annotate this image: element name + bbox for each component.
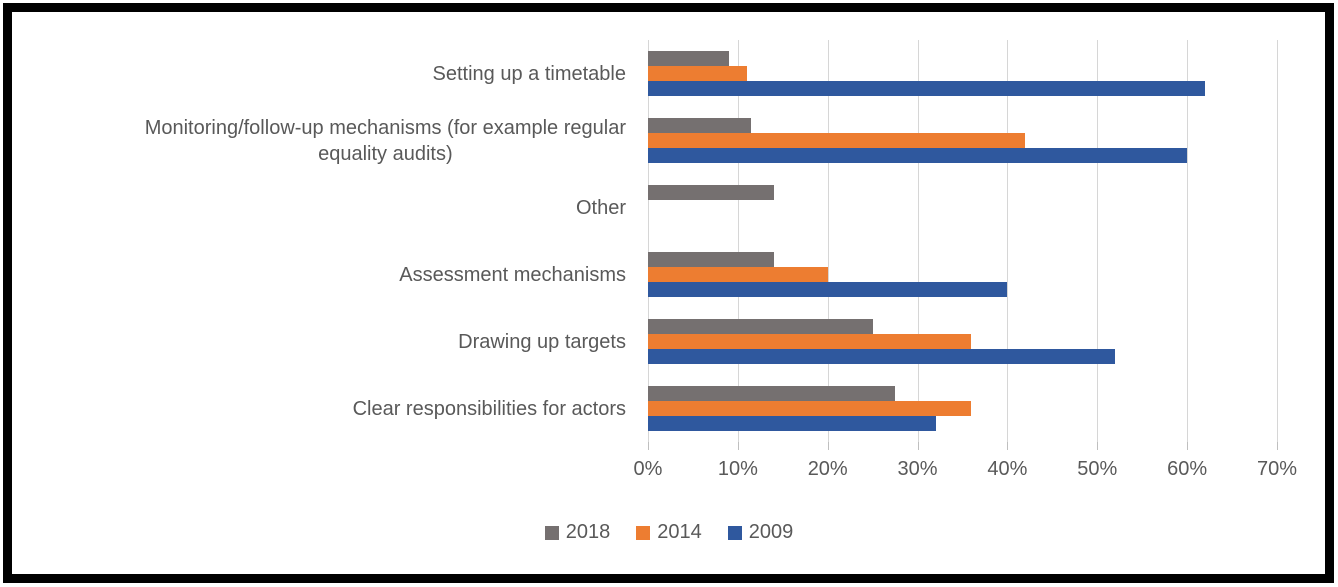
x-tick-mark <box>1097 442 1099 450</box>
category-label-row: Setting up a timetable <box>14 40 626 107</box>
x-tick-label: 10% <box>717 458 758 480</box>
category-label: Monitoring/follow-up mechanisms (for exa… <box>144 116 626 165</box>
x-axis: 0% 10% 20% 30% 40% 50% 60% 70% <box>634 442 1297 492</box>
x-tick-label: 40% <box>987 458 1028 480</box>
gridline <box>1277 40 1278 442</box>
legend-label: 2014 <box>657 521 702 543</box>
bar-2014 <box>648 66 747 81</box>
legend: 2018 2014 2009 <box>0 521 1338 544</box>
bar-2014 <box>648 267 828 282</box>
bar-group <box>648 375 1277 442</box>
bar-group <box>648 241 1277 308</box>
category-label: Clear responsibilities for actors <box>352 397 626 420</box>
bar-2009 <box>648 282 1008 297</box>
bar-2018 <box>648 118 752 133</box>
x-tick-label: 50% <box>1077 458 1118 480</box>
bar-group <box>648 107 1277 174</box>
legend-swatch-2018 <box>544 525 559 540</box>
legend-item-2018: 2018 <box>544 521 611 544</box>
category-label-row: Clear responsibilities for actors <box>14 375 626 442</box>
gridline <box>737 40 739 442</box>
gridline <box>1007 40 1009 442</box>
bar-2018 <box>648 319 873 334</box>
category-label: Setting up a timetable <box>432 62 626 85</box>
x-tick-mark <box>827 442 829 450</box>
bar-2014 <box>648 334 972 349</box>
bar-group <box>648 308 1277 375</box>
bar-2009 <box>648 148 1188 163</box>
x-tick-mark <box>1007 442 1009 450</box>
bar-2014 <box>648 401 972 416</box>
legend-label: 2009 <box>748 521 794 543</box>
gridline <box>827 40 829 442</box>
x-tick-label: 20% <box>807 458 848 480</box>
category-label-row: Drawing up targets <box>14 308 626 375</box>
plot-area <box>648 40 1278 442</box>
x-tick-label: 0% <box>633 458 663 480</box>
x-tick-label: 60% <box>1167 458 1208 480</box>
bar-2018 <box>648 185 774 200</box>
legend-item-2009: 2009 <box>727 521 794 544</box>
x-tick-mark <box>737 442 739 450</box>
x-tick-mark <box>648 442 649 450</box>
bar-2018 <box>648 252 774 267</box>
category-label: Other <box>575 196 626 219</box>
gridline <box>917 40 919 442</box>
category-label-row: Assessment mechanisms <box>14 241 626 308</box>
category-label-row: Other <box>14 174 626 241</box>
gridline <box>1097 40 1099 442</box>
x-tick-mark <box>917 442 919 450</box>
x-tick-mark <box>1187 442 1189 450</box>
legend-label: 2018 <box>565 521 611 543</box>
x-tick-label: 70% <box>1256 458 1298 480</box>
legend-swatch-2009 <box>727 525 742 540</box>
bar-2014 <box>648 133 1026 148</box>
bar-2009 <box>648 349 1116 364</box>
bar-2018 <box>648 51 729 66</box>
bar-2018 <box>648 386 896 401</box>
gridline <box>1187 40 1189 442</box>
bar-group <box>648 174 1277 241</box>
bar-2009 <box>648 416 936 431</box>
x-tick-mark <box>1277 442 1278 450</box>
category-label: Assessment mechanisms <box>399 263 626 286</box>
bar-group <box>648 40 1277 107</box>
category-label-row: Monitoring/follow-up mechanisms (for exa… <box>14 107 626 174</box>
category-axis-labels: Setting up a timetable Monitoring/follow-… <box>14 40 626 442</box>
legend-item-2014: 2014 <box>636 521 702 544</box>
category-label: Drawing up targets <box>458 330 626 353</box>
bar-2009 <box>648 81 1206 96</box>
legend-swatch-2014 <box>636 525 651 540</box>
x-tick-label: 30% <box>897 458 938 480</box>
gridline <box>648 40 649 442</box>
